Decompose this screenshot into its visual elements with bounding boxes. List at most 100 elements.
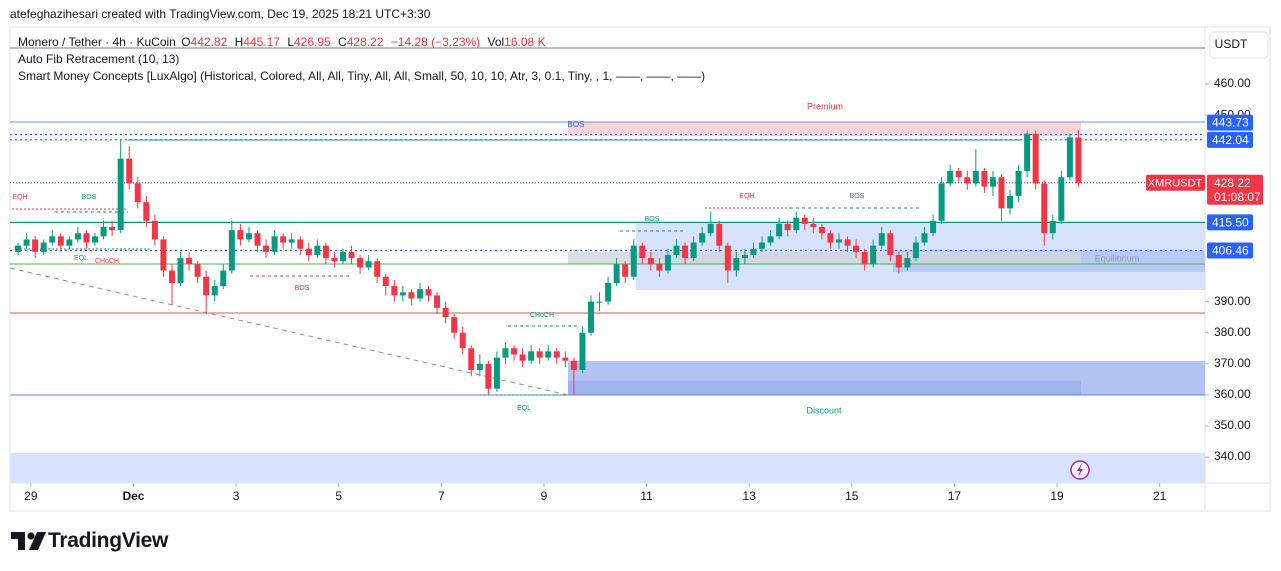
candle-body	[15, 245, 22, 252]
candle-body	[835, 239, 842, 243]
ohlc-key: L	[287, 35, 294, 49]
y-tick-label: 460.00	[1214, 76, 1251, 90]
x-tick-label: 19	[1050, 489, 1064, 503]
price-tag-label: 406.46	[1212, 244, 1249, 258]
annotation: BOS	[645, 216, 660, 223]
candle-body	[237, 230, 244, 240]
x-tick-label: 17	[948, 489, 962, 503]
candle-body	[861, 251, 868, 265]
candle-body	[827, 233, 834, 243]
candle-body	[399, 292, 406, 296]
x-tick-label: 11	[640, 489, 653, 503]
candle-body	[168, 270, 175, 283]
candle-body	[194, 264, 201, 277]
candle-body	[716, 223, 723, 246]
currency-box[interactable]	[1209, 31, 1269, 59]
legend: Monero / Tether · 4h · KuCoin O442.82 H4…	[18, 34, 705, 85]
price-tag	[1207, 114, 1253, 131]
candle-body	[245, 233, 252, 240]
candle-body	[673, 245, 680, 255]
candle-body	[955, 171, 962, 178]
price-tag	[1207, 242, 1253, 259]
candle-body	[818, 227, 825, 234]
x-tick-label: 29	[24, 489, 38, 503]
candle-body	[83, 233, 90, 243]
alert-bolt	[1077, 463, 1083, 477]
chart: Premium BOS EQH BOS EQL CHoCH BOS CHoCH EQL BOS EQ…	[9, 26, 1271, 512]
annotation: BOS	[568, 120, 585, 129]
annotation: Equilibrium	[1095, 253, 1140, 263]
candle-body	[502, 348, 509, 358]
candle-body	[468, 348, 475, 371]
ohlc-value: 428.22	[346, 35, 384, 49]
candle-body	[895, 254, 902, 268]
candle-body	[596, 301, 603, 303]
candle-body	[416, 289, 423, 299]
indicator[interactable]: Smart Money Concepts [LuxAlgo] (Historic…	[18, 69, 706, 83]
candle-body	[23, 239, 30, 246]
last-price-label: 428.22	[1214, 176, 1251, 190]
price-tags: 443.73 442.04 415.50 406.46 XMRUSDT 428.2201:…	[1146, 114, 1263, 259]
candle-body	[938, 183, 945, 221]
levels	[10, 133, 1205, 252]
annotation: EQH	[739, 193, 754, 200]
change: −14.28 (−3.23%)	[390, 35, 481, 49]
credit: atefeghazihesari created with TradingVie…	[10, 7, 431, 21]
candle-body	[339, 251, 346, 262]
y-tick-label: 390.00	[1214, 294, 1251, 308]
candle-body	[331, 258, 338, 262]
candle-body	[587, 301, 594, 333]
candle-body	[186, 258, 193, 265]
candle-body	[647, 258, 654, 265]
candle-body	[528, 351, 535, 361]
candle-body	[134, 183, 141, 203]
candle-body	[639, 245, 646, 259]
candle-body	[989, 177, 996, 187]
price-tag-label: 442.04	[1212, 133, 1249, 147]
annotation: EQL	[517, 405, 531, 412]
price-tag-label: 415.50	[1212, 216, 1249, 230]
candle-body	[1032, 133, 1039, 184]
ohlc-key: C	[338, 35, 347, 49]
candle-body	[74, 233, 81, 240]
candle-body	[767, 236, 774, 243]
x-tick-label: 5	[335, 489, 342, 503]
symbol-tag	[1146, 174, 1205, 191]
candle-body	[733, 258, 740, 271]
annotations: Premium BOS EQH BOS EQL CHoCH BOS CHoCH EQL BOS EQ…	[12, 101, 1139, 415]
logo-part	[27, 532, 35, 540]
candle-body	[793, 217, 800, 231]
candle-body	[878, 233, 885, 246]
candle-body	[801, 217, 808, 224]
candle-body	[776, 223, 783, 237]
ohlc-value: 426.95	[294, 35, 331, 49]
indicator[interactable]: Auto Fib Retracement (10, 13)	[18, 52, 180, 66]
candle-body	[434, 295, 441, 308]
candle-body	[493, 357, 500, 389]
candle-body	[553, 351, 560, 358]
symbol: Monero / Tether · 4h · KuCoin	[18, 35, 176, 49]
annotation: BOS	[82, 194, 97, 201]
candle-body	[964, 177, 971, 184]
candle-body	[562, 357, 569, 361]
volume: 16.08 K	[504, 35, 546, 49]
price-tag	[1207, 131, 1253, 148]
candle-body	[66, 239, 73, 246]
x-tick-label: Dec	[122, 489, 144, 503]
x-tick-label: 15	[845, 489, 859, 503]
candle-body	[357, 258, 364, 268]
candle-body	[100, 227, 107, 237]
candle-body	[545, 351, 552, 358]
candle-body	[853, 245, 860, 252]
candle-body	[314, 245, 321, 255]
candle-body	[442, 307, 449, 318]
candle-body	[425, 289, 432, 296]
candle-body	[656, 264, 663, 271]
discount-zone-inner	[568, 381, 1081, 395]
annotation: EQH	[12, 194, 27, 201]
candle-body	[408, 292, 415, 299]
candle-body	[228, 230, 235, 271]
candle-body	[211, 286, 218, 296]
candle-body	[280, 236, 287, 243]
